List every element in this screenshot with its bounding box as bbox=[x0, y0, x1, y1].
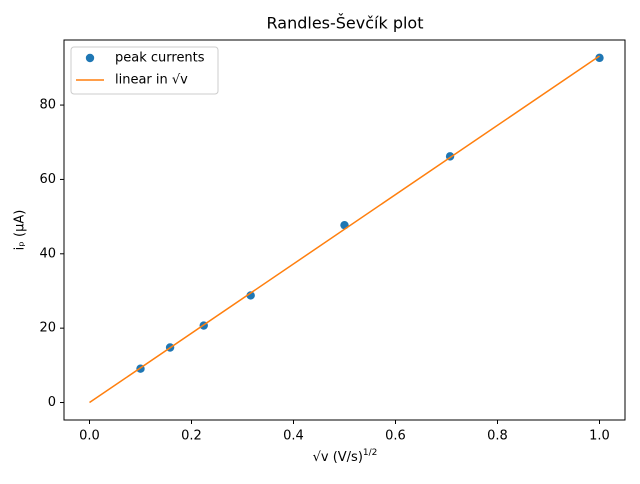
x-tick-label: 0.6 bbox=[385, 429, 406, 444]
line bbox=[89, 55, 600, 404]
x-tick-label: 0.4 bbox=[283, 429, 304, 444]
legend-swatch bbox=[85, 53, 95, 63]
legend-label: linear in √v bbox=[115, 73, 188, 88]
x-label-text: √v (V/s) bbox=[313, 450, 363, 465]
point bbox=[595, 53, 604, 63]
point bbox=[246, 291, 255, 300]
legend-box bbox=[70, 46, 219, 95]
axes-frame bbox=[63, 39, 626, 421]
x-tick-label: 0.0 bbox=[79, 429, 100, 444]
x-tick-label: 0.8 bbox=[487, 429, 508, 444]
y-tick-label: 80 bbox=[39, 98, 56, 113]
y-tick-label: 40 bbox=[39, 246, 56, 261]
y-tick-label: 20 bbox=[39, 321, 56, 336]
chart-title: Randles-Ševčík plot bbox=[267, 14, 424, 33]
x-tick-label: 0.2 bbox=[181, 429, 202, 444]
y-tick-label: 60 bbox=[39, 172, 56, 187]
x-axis-label: √v (V/s)1/2 bbox=[313, 448, 378, 465]
x-label-exponent: 1/2 bbox=[363, 448, 377, 458]
legend-label: peak currents bbox=[115, 51, 205, 66]
y-axis-label: iₚ (μA) bbox=[13, 210, 28, 251]
y-tick-label: 0 bbox=[48, 395, 56, 410]
x-tick-label: 1.0 bbox=[589, 429, 610, 444]
